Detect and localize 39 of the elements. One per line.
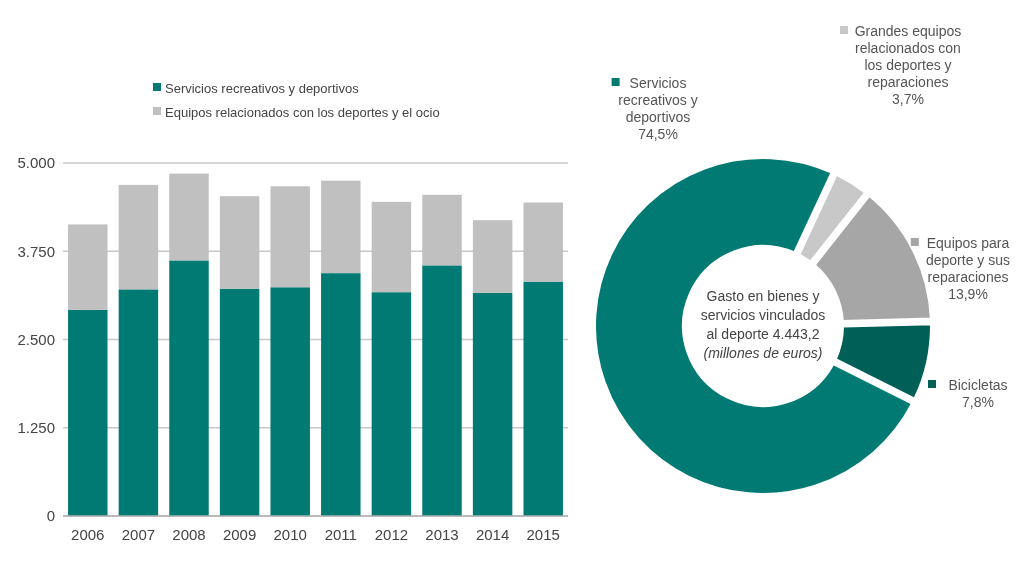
bar: [472, 292, 513, 516]
bar: [68, 309, 108, 516]
legend-label: Grandes equipos relacionados con los deportes y reparaciones: [854, 23, 962, 90]
data-label: 74,5%: [638, 126, 678, 142]
data-label: 13,9%: [948, 286, 988, 302]
x-tick-label: 2013: [425, 526, 459, 543]
x-tick-label: 2006: [71, 526, 105, 543]
legend-label: Bicicletas: [948, 377, 1008, 393]
x-tick-label: 2012: [374, 526, 409, 543]
bar: [422, 265, 462, 516]
data-label: 3,7%: [892, 91, 924, 107]
data-label: 7,8%: [962, 394, 994, 410]
legend-label: Equipos para deporte y sus reparaciones: [925, 235, 1011, 285]
x-tick-label: 2007: [121, 526, 156, 543]
y-tick-label: 0: [46, 507, 55, 525]
text: (millones de euros): [703, 345, 823, 362]
y-tick-label: 1.250: [17, 419, 55, 436]
bar: [270, 287, 310, 516]
x-tick-label: 2011: [324, 526, 357, 543]
bar: [523, 281, 563, 516]
x-tick-label: 2014: [475, 526, 510, 543]
legend-label: Servicios recreativos y deportivos: [618, 75, 698, 125]
x-tick-label: 2008: [172, 526, 206, 543]
bar: [169, 260, 209, 516]
legend-label: Servicios recreativos y deportivos: [165, 80, 360, 96]
x-tick-label: 2010: [273, 526, 307, 543]
donut-slice: [798, 173, 866, 263]
donut-slice: [834, 323, 932, 400]
legend-label: Equipos relacionados con los deportes y el ocio: [165, 104, 440, 120]
y-tick-label: 3.750: [17, 242, 55, 260]
x-tick-label: 2009: [222, 526, 257, 543]
bar: [118, 289, 159, 516]
x-tick-label: 2015: [526, 526, 560, 543]
y-tick-label: 2.500: [17, 330, 55, 348]
y-tick-label: 5.000: [17, 154, 55, 172]
bar: [321, 273, 361, 516]
bar: [371, 292, 412, 516]
bar: [219, 288, 260, 516]
text: Gasto en bienes y servicios vinculados al deporte 4.443,2: [700, 288, 826, 343]
